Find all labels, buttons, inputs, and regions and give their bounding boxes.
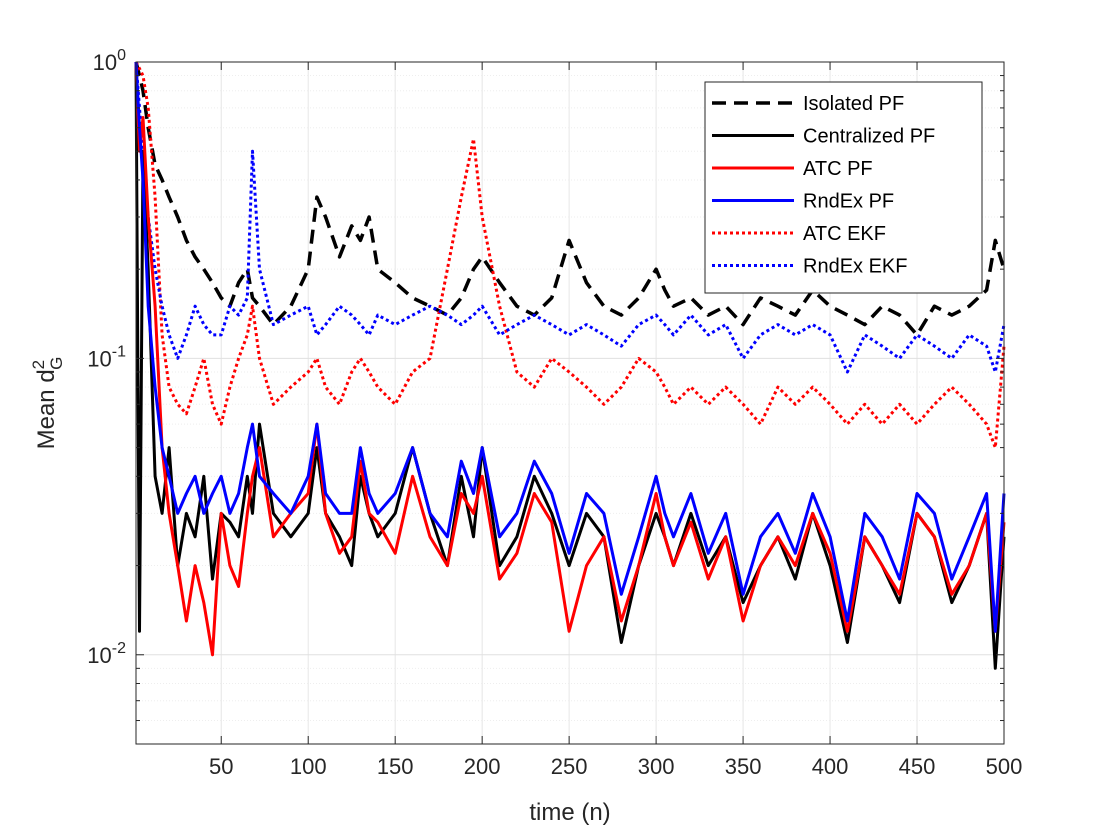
y-tick-label-exponent: -1 (112, 343, 126, 360)
series-line-centralized-pf (134, 61, 1006, 670)
y-tick-label-exponent: -2 (112, 640, 126, 657)
y-tick-label: 100 (93, 47, 126, 75)
x-tick-label: 350 (725, 754, 762, 779)
legend-label: Isolated PF (803, 93, 904, 115)
legend-label: RndEx PF (803, 191, 894, 213)
legend-label: Centralized PF (803, 126, 935, 148)
x-axis: 50 100 150 200 250 300 350 400 450 500 (209, 62, 1022, 779)
series-group (134, 61, 1006, 670)
legend-box (704, 81, 983, 294)
series-line-atc-pf (134, 61, 1006, 657)
axes-box (135, 61, 1005, 745)
y-tick-label-exponent: 0 (117, 47, 126, 64)
series-line-rndex-ekf (134, 61, 1006, 374)
legend: Isolated PF Centralized PF ATC PF RndEx PF A… (704, 81, 983, 294)
legend-items: Isolated PF Centralized PF ATC PF RndEx PF A… (712, 93, 935, 278)
series-line-isolated-pf (134, 61, 1006, 337)
y-axis-label-superscript: 2 (29, 360, 48, 369)
legend-label: RndEx EKF (803, 256, 907, 278)
x-axis-label: time (n) (529, 799, 610, 826)
y-tick-label-base: 10 (87, 643, 111, 668)
y-tick-label-base: 10 (87, 346, 111, 371)
y-tick-label-base: 10 (93, 50, 117, 75)
x-tick-label: 300 (638, 754, 675, 779)
x-tick-label: 50 (209, 754, 233, 779)
y-tick-label: 10-2 (87, 640, 126, 668)
x-tick-label: 100 (290, 754, 327, 779)
y-axis-label: Mean d2G (29, 357, 66, 450)
x-tick-label: 400 (812, 754, 849, 779)
x-tick-label: 200 (464, 754, 501, 779)
y-axis-label-subscript: G (47, 357, 66, 370)
y-tick-label: 10-1 (87, 343, 126, 371)
x-tick-label: 250 (551, 754, 588, 779)
legend-label: ATC PF (803, 158, 873, 180)
x-tick-label: 150 (377, 754, 414, 779)
series-line-rndex-pf (134, 61, 1006, 633)
y-axis-label-main: Mean d (33, 369, 60, 449)
x-tick-label: 450 (899, 754, 936, 779)
legend-label: ATC EKF (803, 223, 886, 245)
x-tick-label: 500 (986, 754, 1023, 779)
